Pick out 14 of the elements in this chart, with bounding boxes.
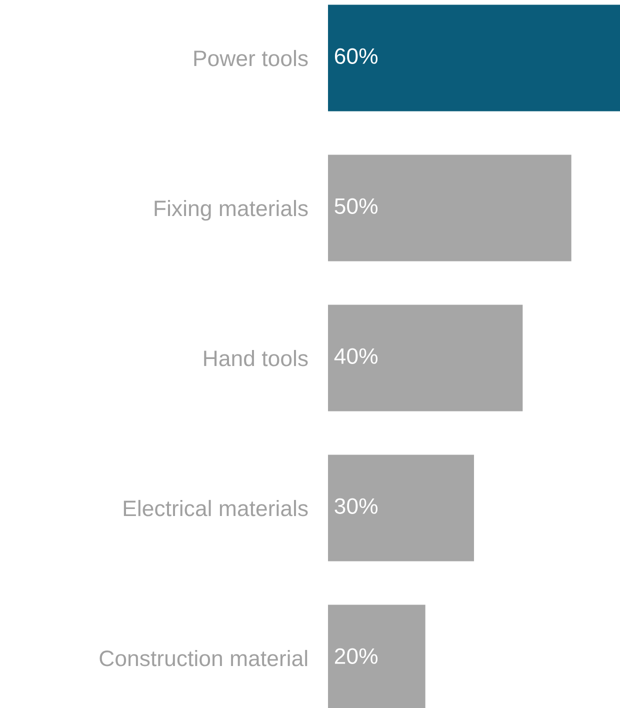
y-tick-label: Construction material	[100, 650, 308, 666]
data-label: 20%	[334, 648, 378, 664]
bar	[328, 154, 572, 262]
bar	[328, 304, 523, 412]
data-label: 40%	[334, 348, 378, 364]
data-label: 50%	[334, 198, 378, 214]
bar	[328, 4, 620, 112]
bar	[328, 454, 474, 562]
y-tick-label: Hand tools	[204, 350, 308, 366]
y-tick-label: Electrical materials	[124, 500, 308, 516]
data-label: 60%	[334, 48, 378, 64]
y-tick-label: Fixing materials	[154, 200, 308, 221]
y-tick-label: Power tools	[194, 50, 308, 66]
data-label: 30%	[334, 498, 378, 514]
